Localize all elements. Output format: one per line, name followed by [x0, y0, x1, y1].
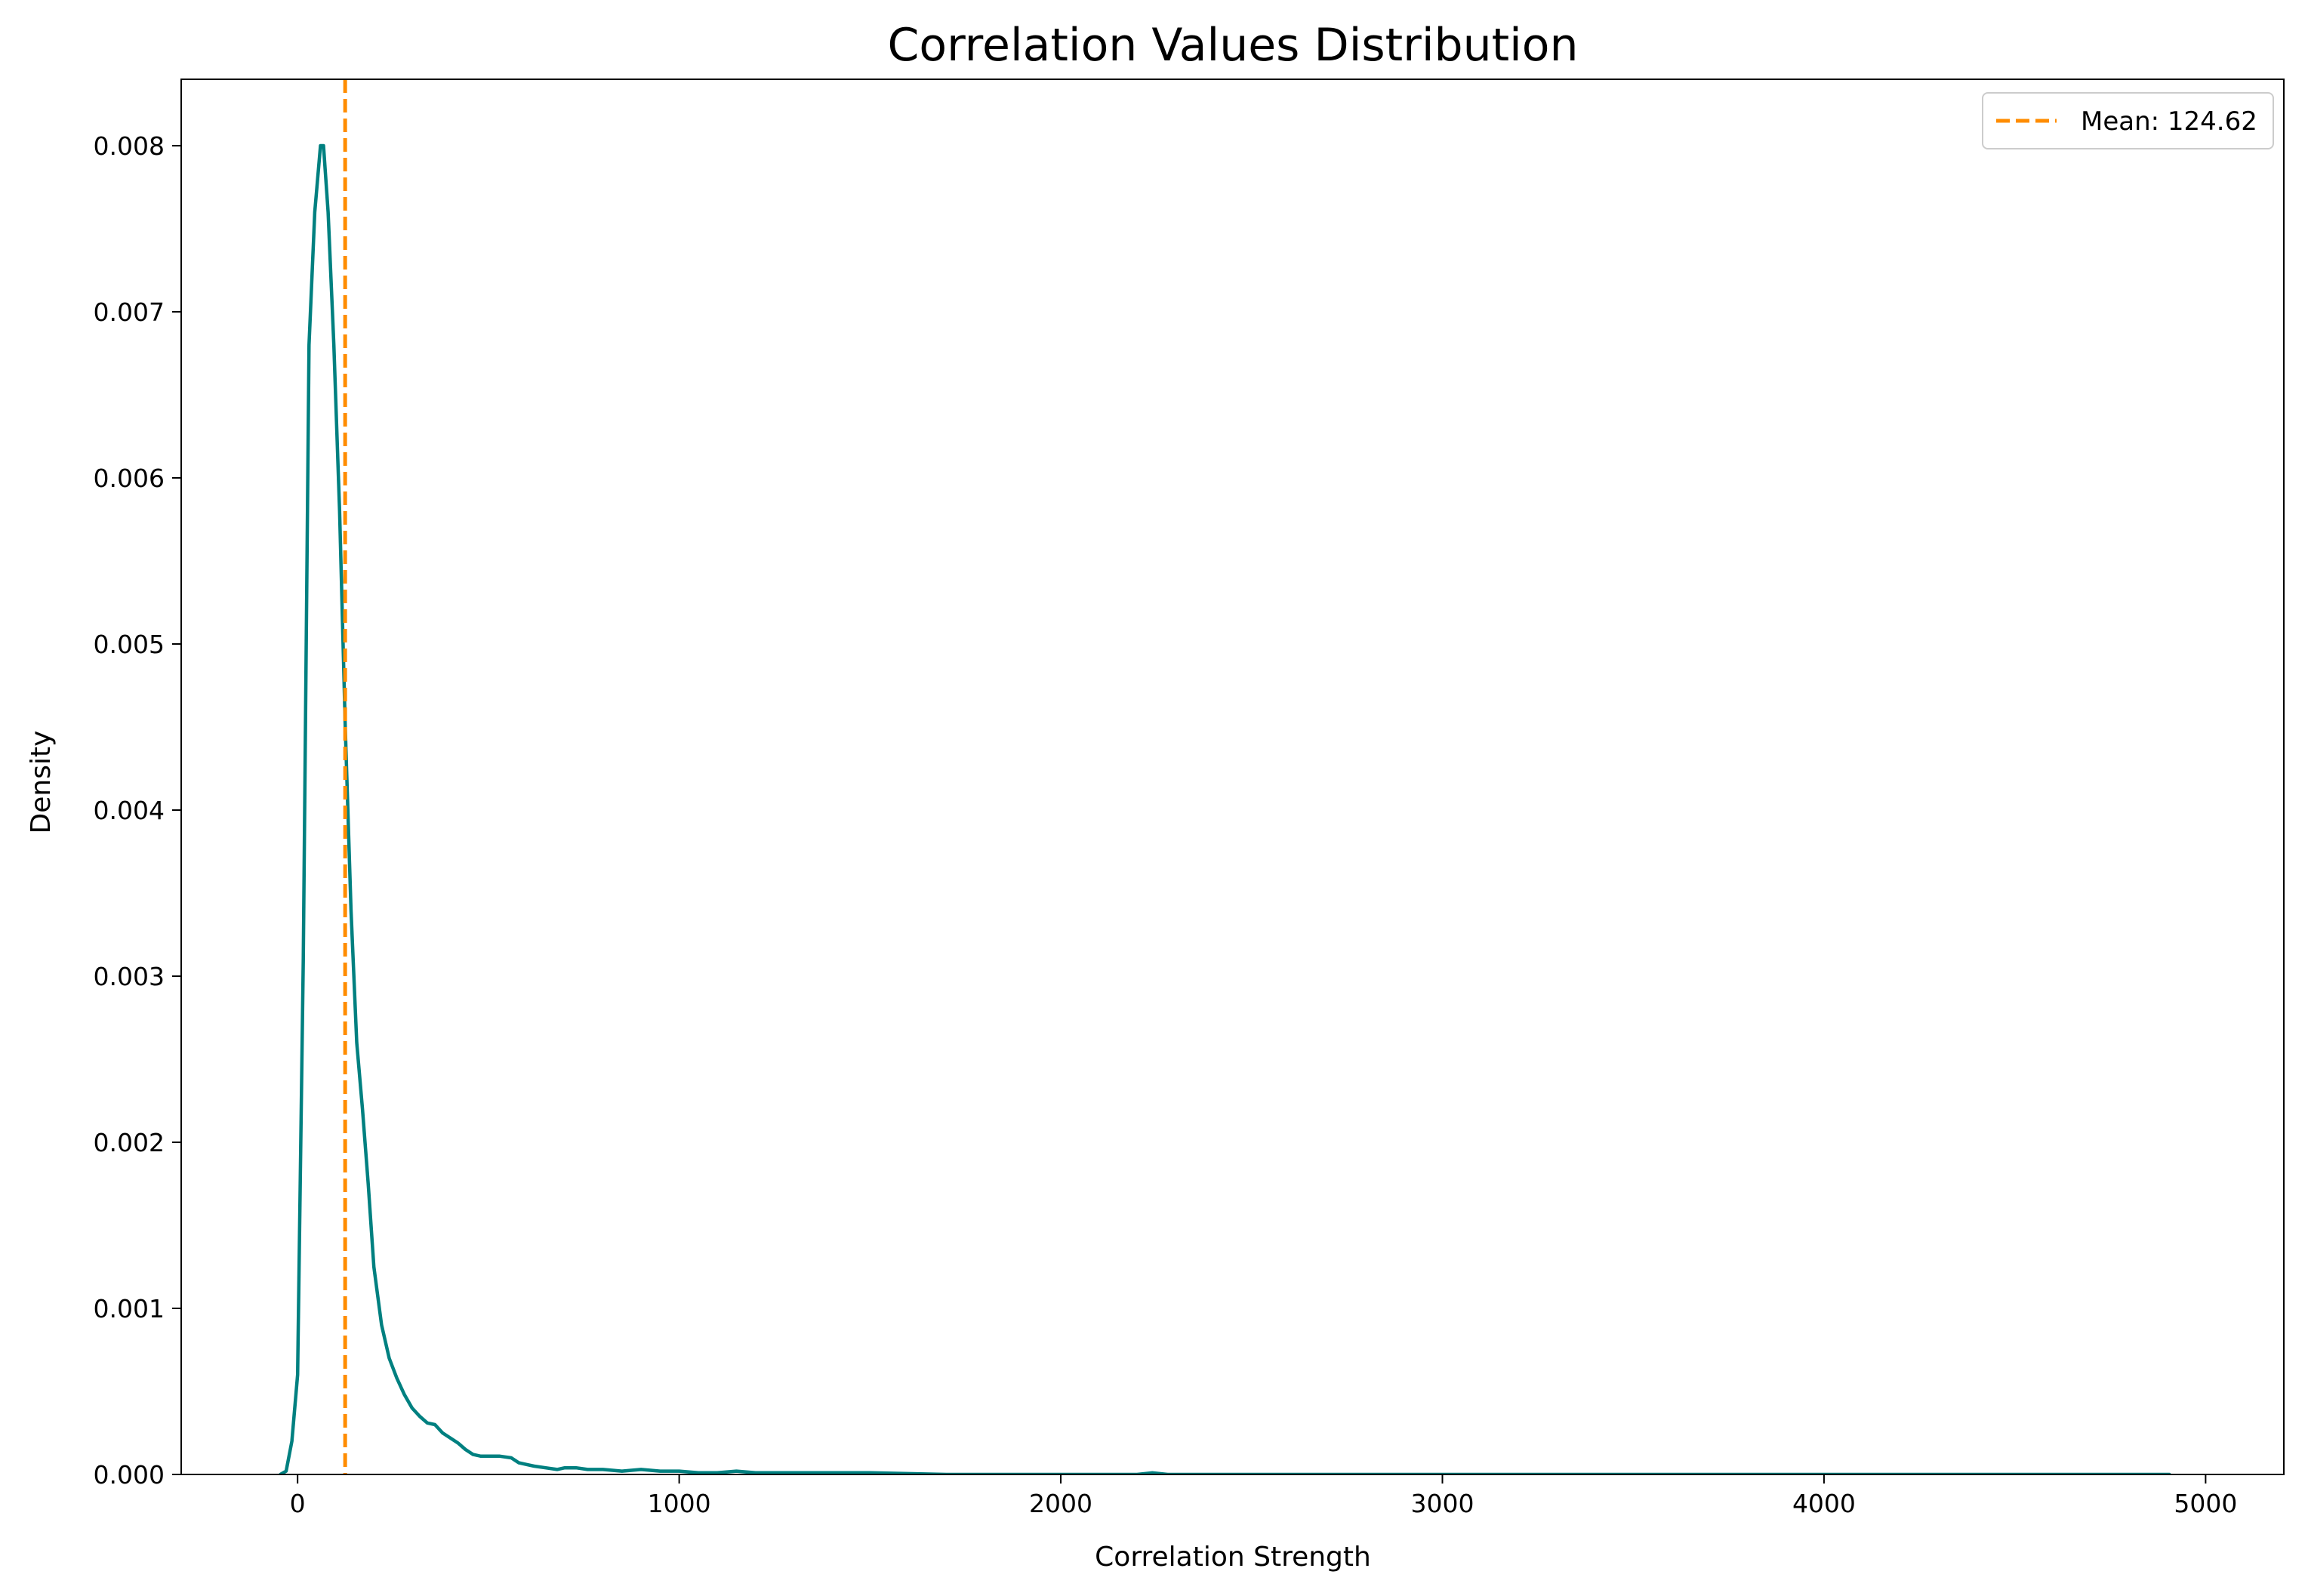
x-axis-ticks: 0 1000 2000 3000 4000 5000: [290, 1474, 2237, 1518]
x-axis-label: Correlation Strength: [1095, 1542, 1371, 1573]
x-tick-label: 1000: [648, 1489, 711, 1518]
x-tick-label: 4000: [1792, 1489, 1856, 1518]
y-tick-label: 0.001: [94, 1294, 165, 1323]
x-tick-label: 3000: [1411, 1489, 1474, 1518]
y-tick-label: 0.008: [94, 131, 165, 161]
x-tick-label: 0: [290, 1489, 306, 1518]
y-tick-label: 0.005: [94, 630, 165, 659]
plot-area: [180, 79, 2285, 1475]
x-tick-label: 5000: [2174, 1489, 2237, 1518]
plot-content: [279, 79, 2171, 1474]
y-tick-label: 0.000: [94, 1460, 165, 1490]
density-curve: [279, 143, 2171, 1474]
y-tick-label: 0.007: [94, 297, 165, 327]
legend-box: [1982, 92, 2274, 149]
y-tick-label: 0.002: [94, 1128, 165, 1157]
y-tick-label: 0.006: [94, 464, 165, 493]
y-tick-label: 0.003: [94, 962, 165, 991]
x-tick-label: 2000: [1029, 1489, 1092, 1518]
chart-title: Correlation Values Distribution: [887, 19, 1578, 72]
axes-frame: [180, 79, 2285, 1475]
y-tick-label: 0.004: [94, 796, 165, 825]
legend-label: Mean: 124.62: [2081, 106, 2257, 137]
legend: Mean: 124.62: [1982, 92, 2274, 149]
y-axis-label: Density: [26, 731, 57, 834]
y-axis-ticks: 0.000 0.001 0.002 0.003 0.004 0.005 0.006 0.007…: [94, 131, 181, 1490]
